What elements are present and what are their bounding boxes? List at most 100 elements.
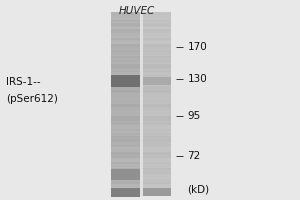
Bar bbox=[142, 96, 171, 98]
Bar bbox=[111, 38, 140, 40]
Bar bbox=[142, 41, 171, 43]
Bar bbox=[142, 69, 171, 70]
Bar bbox=[111, 167, 140, 168]
Bar bbox=[111, 194, 140, 196]
Bar bbox=[142, 124, 171, 125]
Bar bbox=[111, 75, 140, 76]
Bar bbox=[111, 32, 140, 33]
Bar bbox=[142, 29, 171, 30]
Bar bbox=[142, 161, 171, 162]
Bar bbox=[111, 73, 140, 75]
Bar bbox=[142, 55, 171, 56]
Bar bbox=[142, 130, 171, 132]
Bar bbox=[142, 148, 171, 150]
Bar bbox=[111, 18, 140, 20]
Bar bbox=[142, 121, 171, 122]
Bar bbox=[111, 41, 140, 43]
Bar bbox=[142, 59, 171, 61]
Bar bbox=[142, 168, 171, 170]
Bar bbox=[142, 88, 171, 90]
Bar bbox=[142, 139, 171, 141]
Bar bbox=[111, 176, 140, 178]
Bar bbox=[111, 46, 140, 47]
Bar bbox=[142, 128, 171, 130]
Bar bbox=[111, 59, 140, 61]
Bar bbox=[111, 67, 140, 69]
Bar bbox=[111, 84, 140, 86]
Bar bbox=[142, 76, 171, 78]
Bar bbox=[142, 182, 171, 184]
Bar bbox=[111, 76, 140, 78]
Bar bbox=[140, 12, 142, 196]
Bar bbox=[142, 111, 171, 113]
Bar bbox=[142, 190, 171, 191]
Bar bbox=[111, 105, 140, 107]
Bar bbox=[111, 110, 140, 112]
Bar bbox=[111, 150, 140, 152]
Bar bbox=[142, 131, 171, 133]
Bar bbox=[142, 177, 171, 179]
Bar bbox=[142, 118, 171, 119]
Bar bbox=[111, 145, 140, 147]
Bar bbox=[111, 151, 140, 153]
Bar bbox=[111, 101, 140, 102]
Bar bbox=[111, 125, 140, 127]
Bar bbox=[142, 65, 171, 67]
Text: IRS-1--: IRS-1-- bbox=[6, 77, 40, 87]
Bar bbox=[142, 194, 171, 196]
Bar bbox=[111, 107, 140, 109]
Bar bbox=[111, 98, 140, 99]
Bar bbox=[142, 141, 171, 142]
Bar bbox=[111, 118, 140, 119]
Bar bbox=[142, 75, 171, 76]
Bar bbox=[142, 179, 171, 181]
Bar bbox=[142, 67, 171, 69]
Bar bbox=[111, 159, 140, 161]
Bar bbox=[142, 153, 171, 155]
Bar bbox=[111, 156, 140, 158]
Bar bbox=[142, 180, 171, 182]
Bar bbox=[111, 104, 140, 106]
Bar bbox=[142, 174, 171, 176]
Bar bbox=[111, 65, 140, 67]
Bar bbox=[111, 122, 140, 124]
Bar bbox=[111, 138, 140, 139]
Bar bbox=[142, 164, 171, 165]
Bar bbox=[111, 23, 140, 24]
Bar bbox=[111, 119, 140, 121]
Bar bbox=[142, 108, 171, 110]
Bar bbox=[111, 90, 140, 92]
Bar bbox=[111, 190, 140, 191]
Text: HUVEC: HUVEC bbox=[118, 6, 154, 16]
Bar bbox=[142, 39, 171, 41]
Text: 170: 170 bbox=[188, 42, 207, 52]
Bar bbox=[142, 81, 171, 83]
Bar bbox=[111, 168, 140, 180]
Bar bbox=[111, 147, 140, 148]
Bar bbox=[111, 170, 140, 171]
Bar bbox=[142, 12, 171, 14]
Bar bbox=[111, 102, 140, 104]
Bar bbox=[111, 29, 140, 30]
Bar bbox=[142, 176, 171, 178]
Bar bbox=[111, 47, 140, 49]
Bar bbox=[142, 127, 171, 129]
Bar bbox=[142, 47, 171, 49]
Bar bbox=[111, 53, 140, 55]
Bar bbox=[142, 33, 171, 35]
Bar bbox=[142, 144, 171, 145]
Bar bbox=[142, 93, 171, 95]
Bar bbox=[111, 148, 140, 150]
Bar bbox=[142, 61, 171, 63]
Bar bbox=[111, 113, 140, 115]
Text: 130: 130 bbox=[188, 74, 207, 84]
Bar bbox=[111, 187, 140, 188]
Bar bbox=[111, 185, 140, 187]
Bar bbox=[111, 128, 140, 130]
Bar bbox=[111, 108, 140, 110]
Bar bbox=[111, 144, 140, 145]
Bar bbox=[142, 79, 171, 81]
Bar bbox=[142, 188, 171, 196]
Bar bbox=[111, 19, 140, 21]
Bar bbox=[111, 116, 140, 118]
